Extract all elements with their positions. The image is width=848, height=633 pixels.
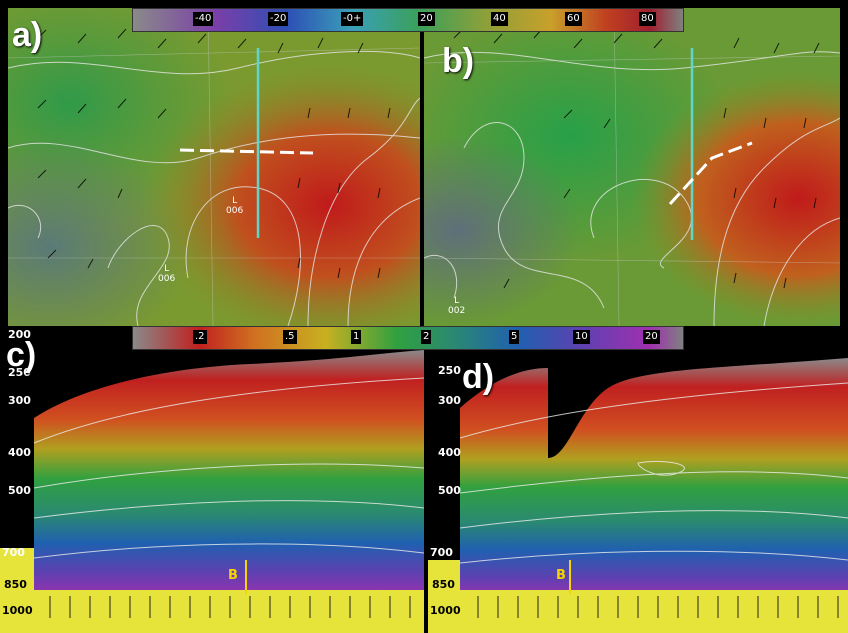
colorbar-tick: 10 (573, 330, 590, 344)
pressure-label: 400 (438, 446, 461, 459)
low-value: 006 (158, 274, 176, 284)
colorbar-tick: 20 (643, 330, 660, 344)
pressure-label: 700 (430, 546, 453, 559)
colorbar-mixing-ratio: .2 .5 1 2 5 10 20 (132, 326, 684, 350)
pressure-label: 850 (432, 578, 455, 591)
low-value: 006 (226, 206, 244, 216)
panel-label-c: c) (6, 336, 37, 374)
pressure-label: 300 (8, 394, 31, 407)
panel-a-field (8, 8, 420, 326)
panel-c-cross-section: 200 250 300 400 500 700 850 1000 B c) (0, 328, 424, 633)
colorbar-tick: -0+ (341, 12, 364, 26)
colorbar-tick: 60 (565, 12, 582, 26)
colorbar-tick: 80 (639, 12, 656, 26)
colorbar-tick: .5 (283, 330, 297, 344)
pressure-label: 850 (4, 578, 27, 591)
colorbar-tick: 20 (418, 12, 435, 26)
pressure-label: 1000 (2, 604, 33, 617)
low-center-a1: L 006 (226, 196, 243, 216)
colorbar-tick: 40 (491, 12, 508, 26)
pressure-label: 500 (8, 484, 31, 497)
pressure-label: 1000 (430, 604, 461, 617)
pressure-label: 250 (8, 366, 31, 379)
pressure-label: 500 (438, 484, 461, 497)
pressure-label: 400 (8, 446, 31, 459)
low-letter: L (164, 264, 170, 274)
panel-d-cross-section: 250 300 400 500 700 850 1000 B d) (428, 328, 848, 633)
low-value: 002 (448, 306, 466, 316)
panel-b-field (424, 8, 840, 326)
colorbar-tick: -40 (193, 12, 214, 26)
pressure-label: 200 (8, 328, 31, 341)
section-marker-b: B (556, 568, 566, 583)
panel-a-map: L 006 L 006 a) (8, 8, 420, 326)
colorbar-tick: 1 (351, 330, 362, 344)
pressure-label: 700 (2, 546, 25, 559)
colorbar-tick: .2 (193, 330, 207, 344)
panel-label-b: b) (442, 42, 475, 80)
panel-label-d: d) (462, 358, 495, 396)
pressure-label: 300 (438, 394, 461, 407)
pressure-label: 250 (438, 364, 461, 377)
panel-b-map: L 002 b) (424, 8, 840, 326)
panel-label-a: a) (12, 16, 43, 54)
colorbar-temperature: -40 -20 -0+ 20 40 60 80 (132, 8, 684, 32)
section-marker-b: B (228, 568, 238, 583)
low-center-b1: L 002 (448, 296, 465, 316)
low-letter: L (454, 296, 460, 306)
colorbar-tick: 5 (509, 330, 520, 344)
low-letter: L (232, 196, 238, 206)
colorbar-tick: 2 (421, 330, 432, 344)
panel-c-field (0, 350, 424, 633)
colorbar-tick: -20 (268, 12, 289, 26)
low-center-a2: L 006 (158, 264, 175, 284)
panel-d-field (428, 358, 848, 633)
